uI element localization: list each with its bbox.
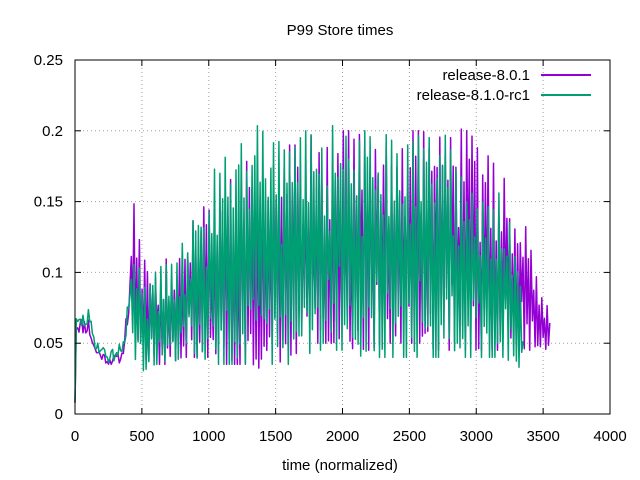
- tick-labels: 0 500 1000 1500 2000 2500 3000 3500 4000 0 0.05 0.1…: [34, 52, 627, 445]
- y-tick-label: 0: [55, 406, 63, 423]
- series-line-release-8-1-0-rc1: [74, 124, 524, 403]
- x-tick-label: 3000: [460, 428, 493, 445]
- x-tick-label: 2500: [393, 428, 426, 445]
- legend-label-release-8-1-0-rc1: release-8.1.0-rc1: [417, 87, 530, 104]
- legend: release-8.0.1 release-8.1.0-rc1: [417, 67, 591, 104]
- x-axis-label: time (normalized): [282, 457, 398, 474]
- x-tick-label: 2000: [326, 428, 359, 445]
- x-tick-label: 0: [71, 428, 79, 445]
- y-tick-label: 0.15: [34, 194, 63, 211]
- plot-frame: [74, 59, 611, 415]
- x-tick-label: 500: [129, 428, 154, 445]
- legend-label-release-8-0-1: release-8.0.1: [442, 67, 530, 84]
- y-tick-label: 0.2: [42, 123, 63, 140]
- chart-title: P99 Store times: [287, 22, 394, 39]
- x-tick-label: 1000: [192, 428, 225, 445]
- x-tick-label: 3500: [526, 428, 559, 445]
- y-tick-label: 0.1: [42, 264, 63, 281]
- y-tick-label: 0.05: [34, 335, 63, 352]
- x-tick-label: 4000: [593, 428, 626, 445]
- x-tick-label: 1500: [259, 428, 292, 445]
- plot-area: [74, 124, 551, 403]
- y-tick-label: 0.25: [34, 52, 63, 69]
